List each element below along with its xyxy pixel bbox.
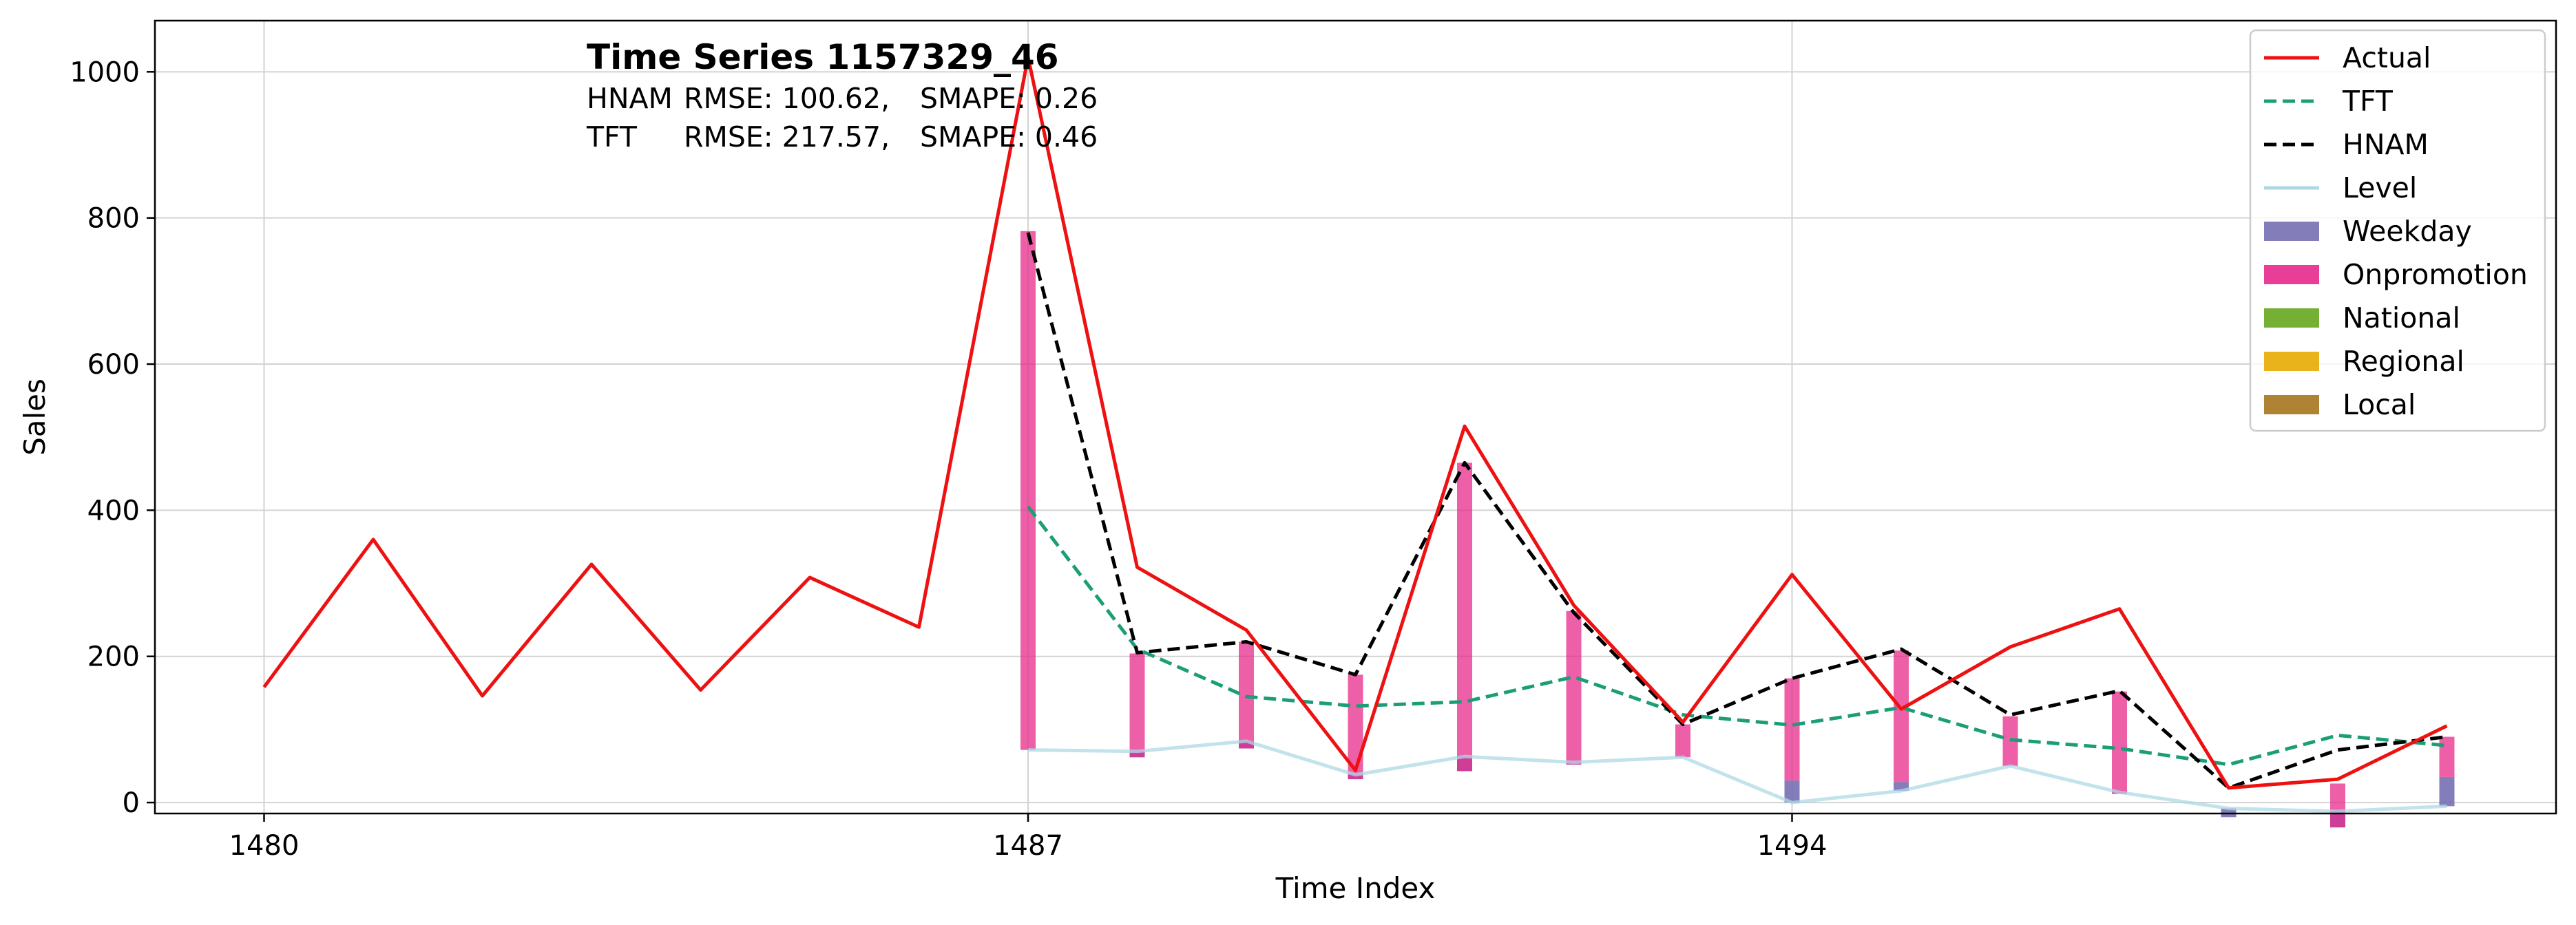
onpromotion-bar	[1784, 678, 1800, 781]
series-lines	[262, 55, 2448, 814]
onpromotion-bar	[2112, 691, 2127, 794]
x-tick-label: 1494	[1757, 830, 1828, 862]
legend-label-level: Level	[2343, 171, 2417, 204]
legend-label-actual: Actual	[2343, 41, 2431, 74]
legend-label-tft: TFT	[2342, 85, 2394, 118]
legend-label-hnam: HNAM	[2343, 128, 2429, 161]
onpromotion-bar	[1566, 610, 1582, 765]
weekday-bar	[1784, 780, 1800, 803]
legend-swatch-weekday	[2264, 222, 2319, 241]
legend-swatch-onpromotion	[2264, 265, 2319, 284]
legend-label-national: National	[2343, 301, 2460, 334]
axis-ticks: 0 200 400 600 800 1000 1480 1487 1494	[70, 56, 1827, 862]
tft-series-line	[1027, 505, 2447, 767]
tft-metric-rmse: RMSE: 217.57,	[684, 120, 890, 153]
legend-label-weekday: Weekday	[2343, 215, 2472, 248]
x-tick-label: 1480	[229, 830, 300, 862]
tft-metric-smape: SMAPE: 0.46	[920, 120, 1098, 153]
legend-swatch-national	[2264, 308, 2319, 328]
y-tick-label: 1000	[70, 56, 140, 88]
gridlines	[155, 21, 2556, 814]
component-bars	[1020, 231, 2455, 828]
x-tick-label: 1487	[993, 830, 1063, 862]
onpromotion-bar	[1894, 650, 1909, 783]
onpromotion-bar	[1675, 724, 1690, 758]
legend-swatch-regional	[2264, 352, 2319, 371]
legend-swatch-local	[2264, 395, 2319, 414]
plot-frame	[154, 19, 2557, 815]
legend-box	[2249, 29, 2546, 432]
y-tick-label: 200	[87, 641, 140, 673]
level-series-line	[1027, 739, 2447, 814]
onpromotion-bar	[1129, 653, 1145, 758]
legend: Actual TFT HNAM Level Weekday Onpromotion Nati…	[2249, 29, 2546, 432]
hnam-series-line	[1026, 232, 2447, 790]
onpromotion-bar	[2330, 783, 2345, 828]
y-tick-label: 400	[87, 495, 140, 527]
legend-label-local: Local	[2343, 388, 2416, 421]
onpromotion-bar	[1457, 463, 1472, 772]
y-tick-label: 600	[87, 349, 140, 381]
legend-label-regional: Regional	[2343, 345, 2464, 378]
onpromotion-bar	[1020, 231, 1036, 750]
chart-title: Time Series 1157329_46	[587, 37, 1059, 77]
onpromotion-bar	[2439, 736, 2455, 777]
x-axis-label: Time Index	[1275, 871, 1436, 905]
hnam-metric-model: HNAM	[587, 82, 673, 115]
y-tick-label: 800	[87, 203, 140, 235]
tft-metric-model: TFT	[586, 120, 638, 153]
y-tick-label: 0	[123, 787, 140, 819]
y-axis-label: Sales	[18, 379, 52, 456]
hnam-metric-smape: SMAPE: 0.26	[920, 82, 1098, 115]
actual-series-line	[262, 55, 2448, 790]
weekday-bar	[2439, 776, 2455, 807]
hnam-metric-rmse: RMSE: 100.62,	[684, 82, 890, 115]
legend-label-onpromotion: Onpromotion	[2343, 258, 2528, 291]
